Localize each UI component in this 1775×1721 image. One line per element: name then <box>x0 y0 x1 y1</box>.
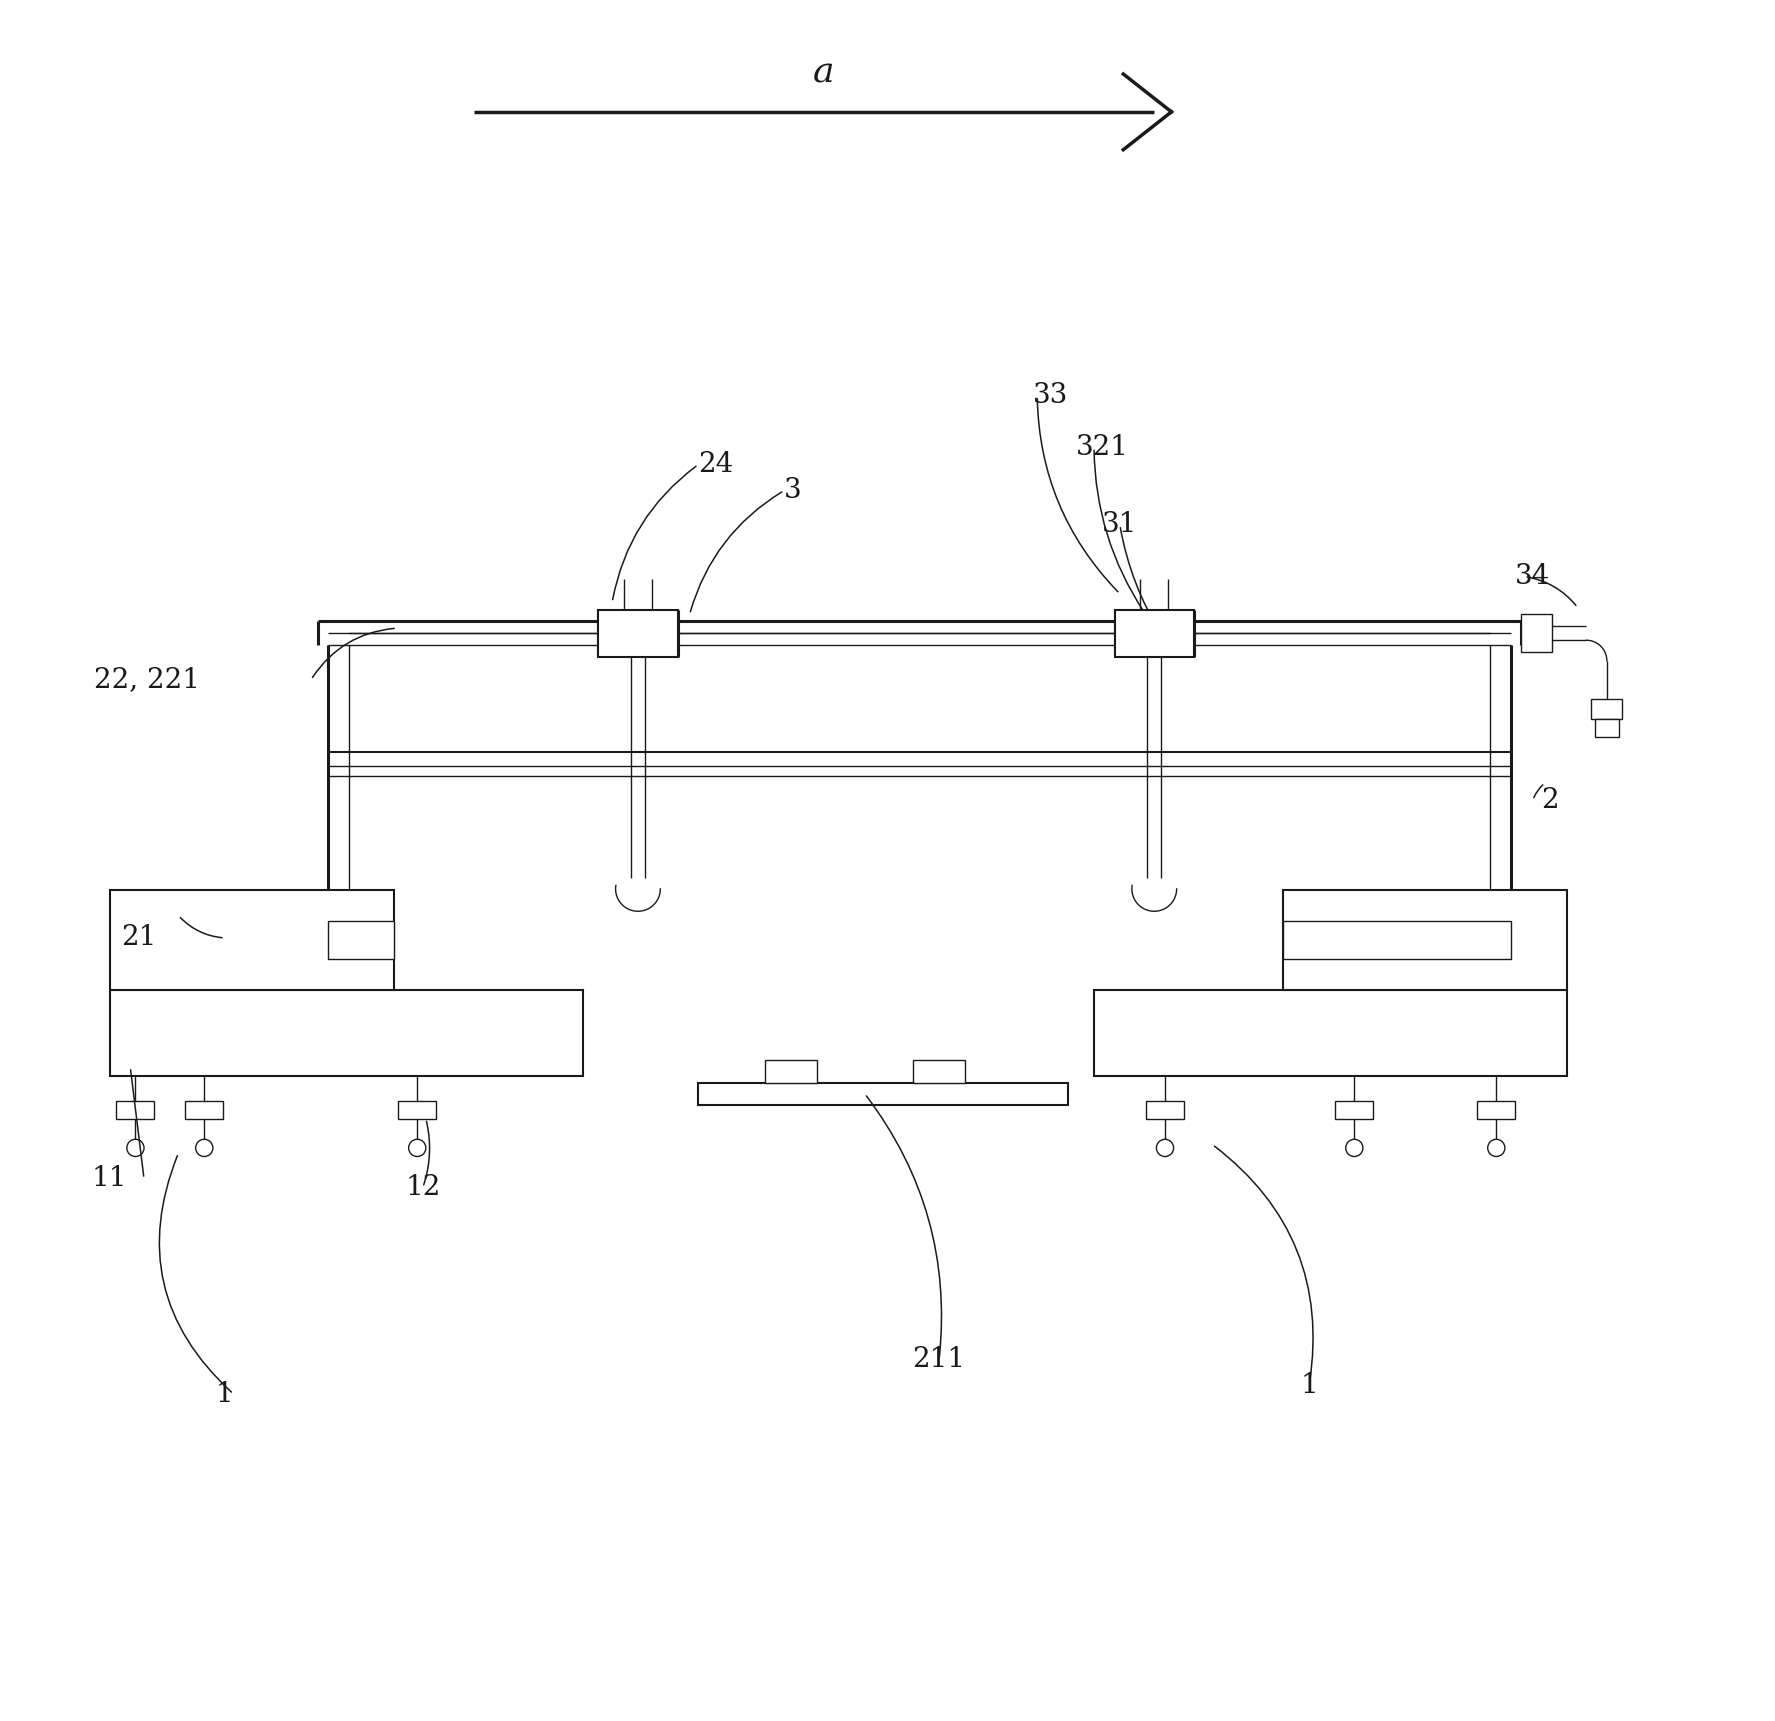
Text: 31: 31 <box>1102 511 1138 539</box>
Bar <box>1477 1101 1516 1119</box>
Text: 34: 34 <box>1516 563 1551 590</box>
Bar <box>1283 890 1567 990</box>
Bar <box>1147 1101 1184 1119</box>
Circle shape <box>1156 1139 1173 1157</box>
Bar <box>765 1060 816 1083</box>
Bar <box>185 1101 224 1119</box>
Circle shape <box>1487 1139 1505 1157</box>
Text: 321: 321 <box>1076 434 1129 461</box>
Bar <box>1093 990 1567 1076</box>
Bar <box>1521 614 1551 652</box>
Circle shape <box>195 1139 213 1157</box>
Text: 22, 221: 22, 221 <box>94 666 201 694</box>
Bar <box>1115 611 1195 657</box>
Bar <box>598 611 678 657</box>
Text: 1: 1 <box>1301 1372 1319 1399</box>
Bar <box>110 890 394 990</box>
Bar <box>1283 921 1511 959</box>
Circle shape <box>1345 1139 1363 1157</box>
Text: 11: 11 <box>92 1165 128 1193</box>
Bar <box>1335 1101 1374 1119</box>
Bar <box>912 1060 964 1083</box>
Text: 24: 24 <box>698 451 733 478</box>
Bar <box>1594 719 1619 737</box>
Text: 2: 2 <box>1541 786 1558 814</box>
Bar <box>328 921 394 959</box>
Text: 211: 211 <box>912 1346 966 1373</box>
Text: 3: 3 <box>785 477 802 504</box>
Circle shape <box>408 1139 426 1157</box>
Text: 21: 21 <box>121 924 156 952</box>
Text: a: a <box>813 55 834 89</box>
Bar <box>398 1101 437 1119</box>
Text: 1: 1 <box>217 1380 234 1408</box>
Text: 12: 12 <box>405 1174 440 1201</box>
Bar <box>117 1101 154 1119</box>
Bar <box>1592 699 1622 719</box>
Bar <box>698 1083 1069 1105</box>
Circle shape <box>126 1139 144 1157</box>
Bar <box>110 990 582 1076</box>
Text: 33: 33 <box>1033 382 1069 410</box>
